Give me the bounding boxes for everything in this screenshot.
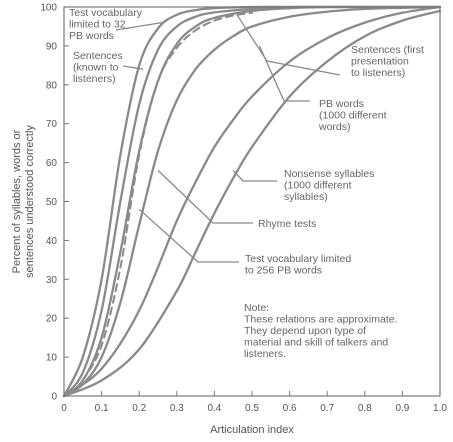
- x-tick-label: 0.9: [395, 403, 409, 414]
- y-axis-title-line: Percent of syllables, words or: [11, 129, 23, 273]
- y-tick-label: 50: [46, 197, 58, 208]
- x-tick-label: 0.4: [207, 403, 221, 414]
- y-tick-label: 30: [46, 275, 58, 286]
- note-line: Note:: [244, 302, 269, 314]
- annotation-line: limited to 32: [69, 19, 126, 31]
- annotation-nonsense: Nonsense syllables(1000 differentsyllabl…: [284, 168, 374, 203]
- leader-line-vocab32: [115, 21, 162, 31]
- leader-line-sentences_first: [236, 14, 341, 76]
- x-axis-title: Articulation index: [210, 424, 294, 436]
- y-tick-label: 20: [46, 314, 58, 325]
- y-tick-label: 10: [46, 353, 58, 364]
- series-line-vocab256: [62, 5, 442, 398]
- x-tick-label: 0.5: [245, 403, 259, 414]
- annotation-line: Nonsense syllables: [284, 168, 374, 180]
- leader-line-rhyme: [157, 169, 253, 224]
- annotation-line: Sentences: [73, 50, 123, 62]
- series-line-rhyme: [81, 11, 253, 382]
- note-block: Note:These relations are approximate.The…: [244, 302, 398, 360]
- annotation-line: PB words: [69, 30, 114, 42]
- leader-line-vocab256: [138, 208, 239, 263]
- note-line: material and skill of talkers and: [244, 337, 388, 349]
- annotation-line: to 256 PB words: [245, 265, 322, 277]
- annotation-line: presentation: [351, 56, 409, 68]
- leader-line-sentences_known: [122, 65, 144, 70]
- y-tick-label: 70: [46, 119, 58, 130]
- annotation-line: (known to: [73, 62, 119, 74]
- y-tick-label: 100: [40, 3, 57, 14]
- x-tick-label: 0.6: [283, 403, 297, 414]
- x-tick-label: 0.8: [358, 403, 372, 414]
- y-tick-label: 0: [51, 392, 57, 403]
- annotation-line: Rhyme tests: [258, 218, 316, 230]
- annotation-line: Test vocabulary: [69, 7, 143, 19]
- x-tick-label: 0.1: [95, 403, 109, 414]
- leader-line-pb1000: [258, 45, 310, 102]
- annotation-line: (1000 different: [284, 180, 352, 192]
- y-axis-title-line: sentences understood correctly: [24, 125, 36, 278]
- annotation-line: to listeners): [351, 67, 405, 79]
- note-line: These relations are approximate.: [244, 314, 398, 326]
- leader-line-nonsense: [232, 169, 277, 182]
- y-tick-label: 80: [46, 80, 58, 91]
- annotation-line: (1000 different: [319, 110, 387, 122]
- annotation-line: words): [318, 121, 351, 133]
- x-tick-label: 0.7: [320, 403, 334, 414]
- note-line: They depend upon type of: [244, 325, 366, 337]
- annotation-line: listeners): [73, 73, 116, 85]
- x-tick-label: 1.0: [433, 403, 447, 414]
- annotation-line: PB words: [319, 98, 364, 110]
- x-tick-label: 0.2: [132, 403, 146, 414]
- annotation-rhyme: Rhyme tests: [258, 218, 316, 230]
- x-tick-label: 0: [61, 403, 67, 414]
- annotation-line: syllables): [284, 191, 328, 203]
- annotation-line: Test vocabulary limited: [245, 253, 351, 265]
- y-tick-label: 60: [46, 158, 58, 169]
- y-tick-label: 90: [46, 41, 58, 52]
- note-line: listeners.: [244, 348, 286, 360]
- x-tick-label: 0.3: [170, 403, 184, 414]
- y-tick-label: 40: [46, 236, 58, 247]
- series-line-nonsense: [62, 9, 442, 398]
- y-axis-title: Percent of syllables, words or sentences …: [11, 125, 36, 278]
- annotation-line: Sentences (first: [351, 44, 424, 56]
- series-line-pb1000: [62, 5, 442, 398]
